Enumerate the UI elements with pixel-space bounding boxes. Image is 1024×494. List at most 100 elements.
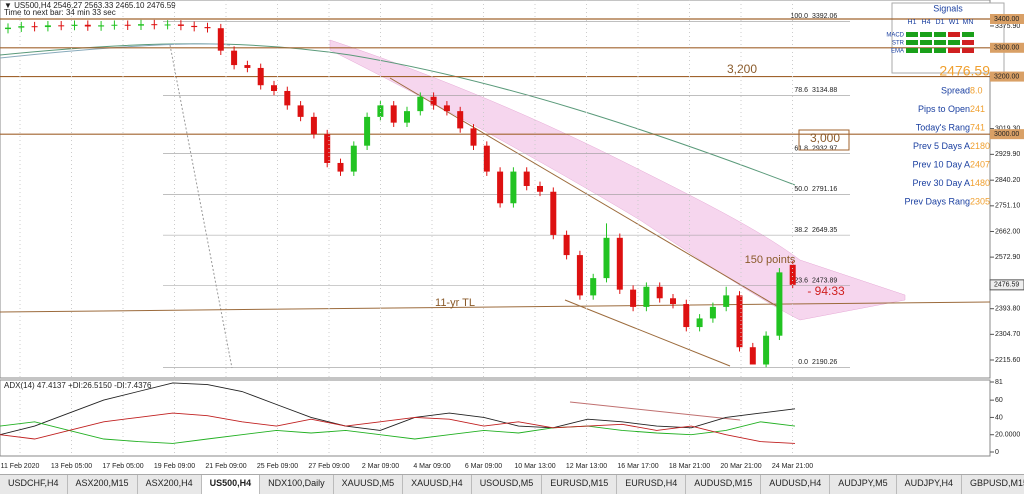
y-tick-label: 2215.60 [995,357,1020,364]
panel-column: MN [963,19,974,26]
fib-pct: 61.8 [794,145,808,152]
panel-column: W1 [949,19,960,26]
stat-value: 741 [970,122,985,132]
candle-body [776,272,783,336]
candle-body [18,26,25,28]
tab[interactable]: AUDJPY,H4 [897,475,962,494]
fib-label: 3134.88 [812,87,837,94]
level-label: 3000.00 [994,131,1019,138]
candle-body [417,96,424,112]
candle-body [523,171,530,186]
main-pane [0,0,991,379]
x-tick-label: 4 Mar 09:00 [413,463,450,470]
candle-body [191,25,198,28]
panel-row: MACD [886,33,904,39]
candle-body [337,162,344,172]
level-label: 3300.00 [994,45,1019,52]
current-label: 2476.59 [994,282,1019,289]
tab[interactable]: AUDUSD,M15 [686,475,762,494]
x-tick-label: 17 Feb 05:00 [102,463,143,470]
tab[interactable]: ASX200,H4 [138,475,202,494]
annotation: 150 points [745,254,796,266]
trend-line [0,301,991,313]
trend-line [169,44,233,369]
candle-body [271,85,277,91]
moving-average [0,43,796,186]
candle-body [297,105,304,117]
signal-cell [920,40,932,45]
panel-price: 2476.59 [939,63,990,79]
candle-body [483,145,490,172]
tab[interactable]: GBPUSD,M15 [962,475,1024,494]
candle-body [749,347,756,365]
stat-value: 241 [970,104,985,114]
adx-tick-label: 20.0000 [995,432,1020,439]
y-tick-label: 2304.70 [995,331,1020,338]
tab[interactable]: USDCHF,H4 [0,475,68,494]
candle-body [284,90,291,106]
candle-body [231,50,238,66]
signal-cell [948,32,960,37]
candle-body [31,26,38,28]
chart: ▼ US500,H4 2546.27 2563.33 2465.10 2476.… [0,0,1024,470]
tab[interactable]: ASX200,M15 [68,475,138,494]
adx-tick-label: 0 [995,449,999,456]
signal-cell [962,32,974,37]
adx-tick-label: 81 [995,379,1003,386]
y-tick-label: 2393.80 [995,306,1020,313]
candle-body [763,335,770,365]
tab[interactable]: EURUSD,H4 [617,475,687,494]
candle-body [84,24,91,27]
signal-cell [934,40,946,45]
panel-row: EMA [891,49,904,55]
adx-tick-label: 60 [995,397,1003,404]
tab[interactable]: AUDUSD,H4 [761,475,831,494]
candle-body [151,24,158,26]
fib-pct: 78.6 [794,87,808,94]
fib-pct: 23.6 [794,277,808,284]
level-box [990,14,1024,24]
signal-cell [934,48,946,53]
annotation: 3,000 [810,131,840,145]
candle-body [590,278,597,296]
candle-body [5,27,11,30]
signal-cell [934,32,946,37]
tab[interactable]: USOUSD,M5 [472,475,543,494]
candle-body [257,67,264,86]
candle-body [443,105,450,112]
tab[interactable]: XAUUSD,H4 [403,475,472,494]
current-box [989,279,1024,291]
fib-pct: 0.0 [798,359,808,366]
signal-cell [920,48,932,53]
candle-body [736,295,743,348]
y-tick-label: 2751.10 [995,203,1020,210]
candle-body [71,24,78,26]
candle-body [550,191,557,235]
stat-value: 8.0 [970,85,983,95]
annotation: - 94:33 [807,284,845,298]
annotation: 3,200 [727,62,757,76]
stat-label: Prev 30 Day A [912,178,970,188]
tab[interactable]: XAUUSD,M5 [334,475,404,494]
candle-body [204,27,211,29]
tab[interactable]: NDX100,Daily [260,475,334,494]
moving-average [0,43,231,59]
tab[interactable]: EURUSD,M15 [542,475,618,494]
tab[interactable]: US500,H4 [201,475,261,494]
candle-body [364,116,371,146]
candle-body [603,237,610,279]
y-tick-label: 2840.20 [995,177,1020,184]
signal-cell [962,40,974,45]
tab[interactable]: AUDJPY,M5 [830,475,897,494]
candle-body [510,171,517,204]
candle-body [324,134,331,163]
x-tick-label: 13 Feb 05:00 [51,463,92,470]
candle-body [656,286,663,299]
adx-title: ADX(14) 47.4137 +DI:26.5150 -DI:7.4376 [4,381,152,390]
symbol-line: ▼ US500,H4 2546.27 2563.33 2465.10 2476.… [4,1,176,10]
x-tick-label: 19 Feb 09:00 [154,463,195,470]
signal-cell [906,32,918,37]
candle-body [138,24,144,26]
annotation: 11-yr TL [435,297,475,309]
candle-body [457,111,464,129]
